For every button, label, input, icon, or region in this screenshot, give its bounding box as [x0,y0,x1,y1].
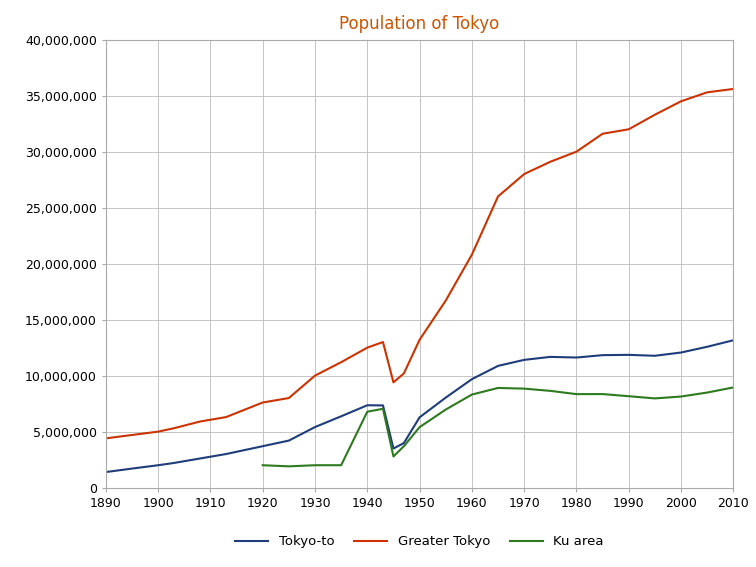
Tokyo-to [598,352,607,358]
Greater Tokyo [311,372,320,379]
Greater Tokyo [650,111,659,118]
Tokyo-to [284,437,293,444]
Ku area [546,387,555,394]
Tokyo-to [519,357,528,363]
Greater Tokyo [442,297,451,304]
Tokyo-to [572,354,581,361]
Ku area [467,391,476,398]
Tokyo-to [702,344,711,350]
Ku area [442,406,451,413]
Tokyo-to [494,362,503,369]
Tokyo-to [101,469,110,476]
Greater Tokyo [336,359,345,366]
Tokyo-to [729,337,738,344]
Legend: Tokyo-to, Greater Tokyo, Ku area: Tokyo-to, Greater Tokyo, Ku area [230,530,609,553]
Tokyo-to [196,455,205,462]
Ku area [677,393,686,400]
Ku area [415,424,424,430]
Greater Tokyo [572,148,581,155]
Ku area [399,443,408,450]
Tokyo-to [389,445,398,452]
Greater Tokyo [624,126,634,133]
Greater Tokyo [519,171,528,177]
Greater Tokyo [598,130,607,137]
Greater Tokyo [677,98,686,105]
Greater Tokyo [467,251,476,258]
Greater Tokyo [222,414,231,421]
Greater Tokyo [259,399,268,406]
Ku area [650,395,659,402]
Greater Tokyo [363,344,372,351]
Ku area [519,385,528,392]
Greater Tokyo [702,89,711,96]
Ku area [311,462,320,468]
Greater Tokyo [546,158,555,165]
Ku area [379,405,388,412]
Tokyo-to [259,443,268,450]
Line: Greater Tokyo: Greater Tokyo [106,89,733,438]
Tokyo-to [624,352,634,358]
Ku area [336,462,345,468]
Tokyo-to [467,376,476,383]
Greater Tokyo [196,418,205,425]
Ku area [494,384,503,391]
Ku area [624,393,634,400]
Tokyo-to [169,460,178,467]
Tokyo-to [546,353,555,360]
Ku area [572,391,581,397]
Greater Tokyo [101,435,110,442]
Tokyo-to [677,349,686,356]
Greater Tokyo [494,193,503,200]
Ku area [702,389,711,396]
Title: Population of Tokyo: Population of Tokyo [339,15,500,32]
Tokyo-to [379,402,388,409]
Greater Tokyo [399,370,408,377]
Greater Tokyo [389,379,398,386]
Greater Tokyo [379,338,388,345]
Tokyo-to [363,402,372,409]
Ku area [729,384,738,391]
Greater Tokyo [415,336,424,343]
Ku area [389,453,398,460]
Tokyo-to [128,465,137,472]
Line: Ku area: Ku area [263,387,733,466]
Tokyo-to [311,424,320,430]
Tokyo-to [336,413,345,420]
Ku area [363,408,372,415]
Tokyo-to [650,352,659,359]
Greater Tokyo [729,86,738,92]
Tokyo-to [399,439,408,446]
Ku area [259,462,268,468]
Tokyo-to [415,414,424,421]
Greater Tokyo [169,425,178,431]
Line: Tokyo-to: Tokyo-to [106,340,733,472]
Greater Tokyo [153,428,163,435]
Ku area [284,463,293,469]
Greater Tokyo [128,431,137,438]
Tokyo-to [222,451,231,458]
Tokyo-to [153,462,163,468]
Greater Tokyo [284,395,293,401]
Ku area [598,391,607,397]
Tokyo-to [442,394,451,401]
